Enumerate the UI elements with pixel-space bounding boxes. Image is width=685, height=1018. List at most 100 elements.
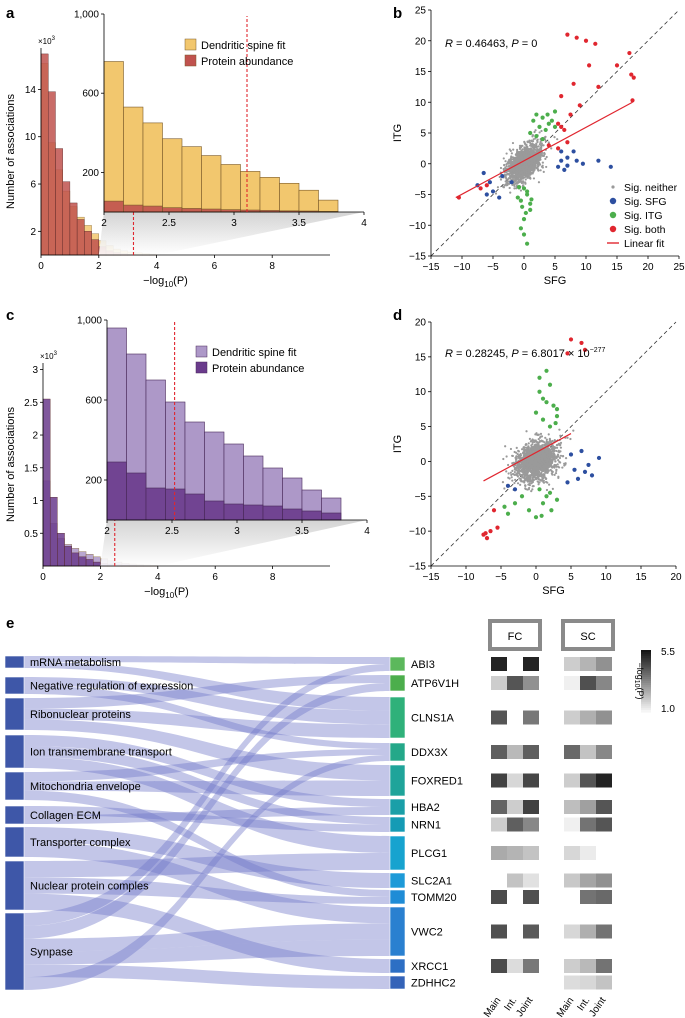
point-neither-d [523, 447, 526, 451]
point-neither-b [532, 163, 535, 166]
heatmap-cell-fc [491, 959, 507, 973]
y-tick-label-c: 2.5 [24, 398, 38, 409]
point-neither-d [549, 450, 552, 453]
heatmap-cell-fc [507, 800, 523, 814]
point-neither-d [559, 461, 562, 464]
point-neither-b [541, 161, 544, 164]
point-blue-b [487, 180, 492, 185]
gene-label: XRCC1 [411, 961, 448, 973]
point-neither-b [519, 155, 522, 158]
inset-bar-c-protein [184, 493, 205, 521]
heatmap-cell-sc [596, 924, 612, 939]
gene-node [389, 696, 406, 739]
category-node [4, 734, 25, 769]
point-neither-d [524, 446, 528, 449]
point-neither-d [537, 469, 540, 472]
colorbar-step [641, 678, 651, 682]
point-neither-b [516, 171, 519, 175]
point-neither-d [569, 437, 572, 441]
heatmap-cell-fc [523, 657, 539, 671]
point-red-b [627, 50, 632, 56]
annotation-d: R = 0.28245, P = 6.8017 × 10−277 [445, 347, 606, 360]
point-neither-b [512, 183, 515, 186]
point-neither-d [538, 464, 541, 467]
heatmap-cell-sc [564, 924, 580, 939]
inset-bar-a-spine [240, 171, 261, 213]
gene-label: ABI3 [411, 659, 435, 671]
point-neither-b [521, 167, 525, 170]
point-red-b [484, 183, 489, 188]
point-green-b [552, 109, 558, 114]
point-neither-d [549, 455, 552, 458]
point-neither-d [530, 490, 533, 493]
point-blue-d [575, 476, 581, 481]
colorbar-step [641, 672, 651, 676]
x-tick-label-d: 20 [670, 572, 682, 583]
point-neither-b [496, 186, 500, 189]
inset-bar-a-spine [123, 106, 144, 213]
inset-bar-a-spine [103, 61, 124, 213]
x-axis-label-c: −log10(P) [144, 586, 189, 600]
point-neither-d [543, 467, 546, 470]
y-axis-label-c: Number of associations [5, 407, 17, 522]
point-neither-b [513, 187, 516, 190]
point-neither-d [559, 434, 562, 437]
point-neither-d [545, 488, 549, 492]
inset-bar-c-protein [243, 504, 264, 521]
sankey-link [24, 708, 390, 738]
point-neither-d [548, 464, 551, 467]
bar-a-protein [40, 53, 49, 256]
point-neither-b [538, 157, 541, 161]
point-neither-b [534, 129, 537, 132]
point-neither-b [508, 186, 511, 190]
point-neither-b [529, 173, 532, 176]
point-neither-d [566, 436, 569, 439]
heatmap-cell-sc [580, 745, 596, 759]
point-neither-b [512, 148, 515, 151]
gene-node [389, 975, 406, 990]
inset-y-tick-label-a: 200 [82, 168, 99, 179]
point-neither-d [503, 487, 506, 490]
colorbar-step [641, 658, 651, 661]
sankey-link [24, 877, 390, 904]
point-neither-b [506, 162, 509, 165]
point-neither-d [515, 446, 518, 449]
point-neither-d [546, 442, 549, 445]
heatmap-cell-fc [491, 676, 507, 690]
legend-label-b: Sig. neither [624, 182, 678, 194]
point-neither-b [516, 167, 519, 170]
y-tick-label-b: 10 [415, 98, 427, 109]
point-neither-b [515, 160, 518, 163]
x-tick-label-a: 8 [269, 261, 275, 272]
sankey-link [24, 755, 390, 990]
point-neither-d [525, 466, 528, 469]
y-tick-label-b: 20 [415, 36, 427, 47]
point-red-b [556, 121, 561, 126]
point-neither-d [550, 458, 553, 461]
category-node [4, 655, 25, 669]
point-neither-b [532, 157, 535, 160]
point-neither-d [516, 475, 519, 478]
point-neither-d [521, 476, 524, 479]
colorbar-step [641, 705, 651, 709]
point-neither-b [533, 130, 536, 134]
point-neither-d [559, 454, 563, 457]
point-neither-d [541, 459, 544, 462]
point-neither-b [509, 191, 512, 194]
point-neither-d [538, 478, 542, 481]
colorbar-step [641, 654, 651, 657]
point-neither-d [518, 477, 521, 480]
x-tick-label-a: 0 [38, 261, 44, 272]
panel-label-a: a [6, 5, 15, 22]
heatmap-cell-sc [580, 817, 596, 832]
point-neither-d [541, 440, 544, 443]
point-red-b [614, 63, 620, 68]
gene-node [389, 835, 406, 871]
point-blue-b [500, 173, 505, 179]
colorbar-step [641, 681, 651, 684]
point-neither-b [532, 152, 535, 155]
inset-x-tick-label-c: 4 [364, 526, 370, 537]
x-tick-label-c: 4 [155, 572, 161, 583]
point-neither-d [524, 487, 527, 490]
point-neither-d [555, 465, 558, 468]
